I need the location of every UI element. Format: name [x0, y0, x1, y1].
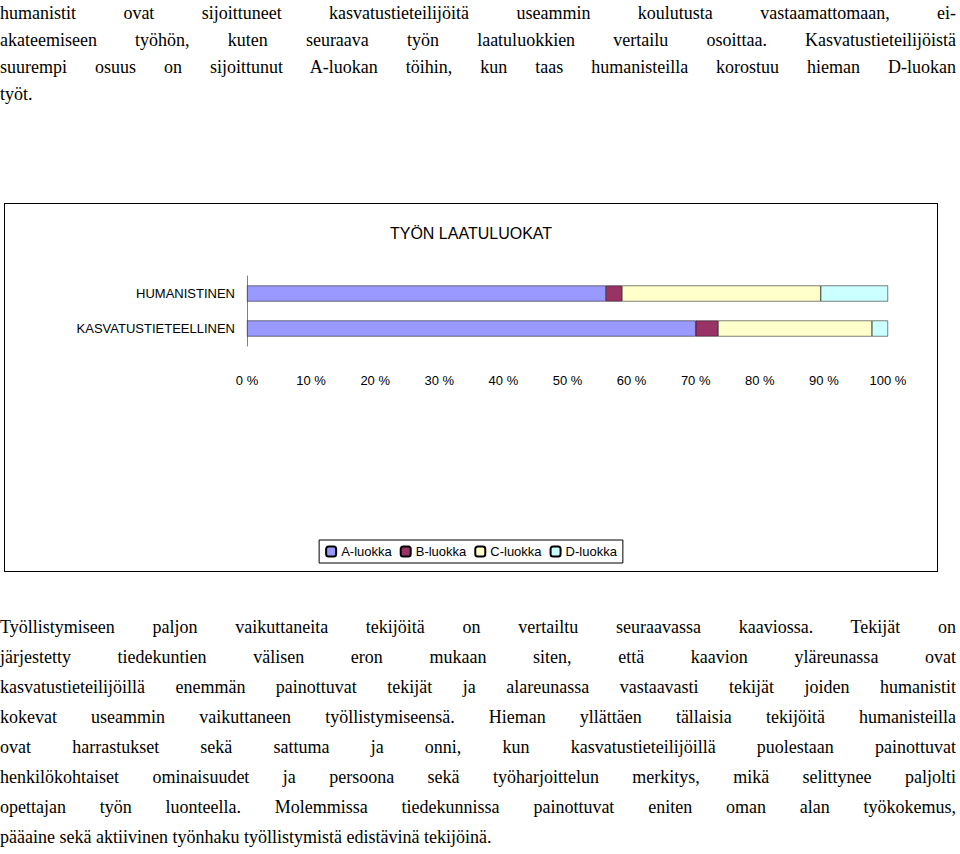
html-text:ovat harrastukset sekä sattuma: ovat harrastukset sekä sattuma ja onni, … [0, 737, 956, 757]
svg-text:A-luokka: A-luokka [341, 544, 392, 559]
svg-text:0 %: 0 % [236, 373, 259, 388]
svg-text:80 %: 80 % [745, 373, 775, 388]
svg-text:10 %: 10 % [296, 373, 326, 388]
html-text:opettajan työn luonteella. Mol: opettajan työn luonteella. Molemmissa ti… [0, 797, 956, 817]
svg-text:60 %: 60 % [617, 373, 647, 388]
html-text:järjestetty tiedekuntien välis: järjestetty tiedekuntien välisen eron mu… [0, 647, 956, 667]
svg-text:70 %: 70 % [681, 373, 711, 388]
svg-text:50 %: 50 % [553, 373, 583, 388]
svg-text:20 %: 20 % [360, 373, 390, 388]
svg-text:C-luokka: C-luokka [490, 544, 542, 559]
html-text:Työllistymiseen paljon vaikutt: Työllistymiseen paljon vaikuttaneita tek… [0, 617, 956, 637]
html-text:pääaine sekä aktiivinen työnha: pääaine sekä aktiivinen työnhaku työllis… [0, 827, 492, 847]
svg-text:40 %: 40 % [489, 373, 519, 388]
html-text:humanistit ovat sijoittuneet k: humanistit ovat sijoittuneet kasvatustie… [0, 3, 956, 23]
svg-text:HUMANISTINEN: HUMANISTINEN [136, 286, 235, 301]
svg-text:100 %: 100 % [870, 373, 907, 388]
html-text:työt.: työt. [0, 84, 33, 104]
svg-text:D-luokka: D-luokka [566, 544, 618, 559]
svg-text:30 %: 30 % [424, 373, 454, 388]
svg-text:KASVATUSTIETEELLINEN: KASVATUSTIETEELLINEN [77, 321, 235, 336]
html-text:suurempi osuus on sijoittunut: suurempi osuus on sijoittunut A-luokan t… [0, 57, 956, 77]
html-text:kasvatustieteilijöillä enemmän: kasvatustieteilijöillä enemmän painottuv… [0, 677, 956, 697]
html-text:kokevat useammin vaikuttaneen: kokevat useammin vaikuttaneen työllistym… [0, 707, 956, 727]
svg-text:90 %: 90 % [809, 373, 839, 388]
html-text:henkilökohtaiset ominaisuudet: henkilökohtaiset ominaisuudet ja persoon… [0, 767, 956, 787]
html-text:akateemiseen työhön, kuten seu: akateemiseen työhön, kuten seuraava työn… [0, 30, 956, 50]
svg-text:TYÖN LAATULUOKAT: TYÖN LAATULUOKAT [390, 225, 552, 242]
svg-text:B-luokka: B-luokka [416, 544, 467, 559]
